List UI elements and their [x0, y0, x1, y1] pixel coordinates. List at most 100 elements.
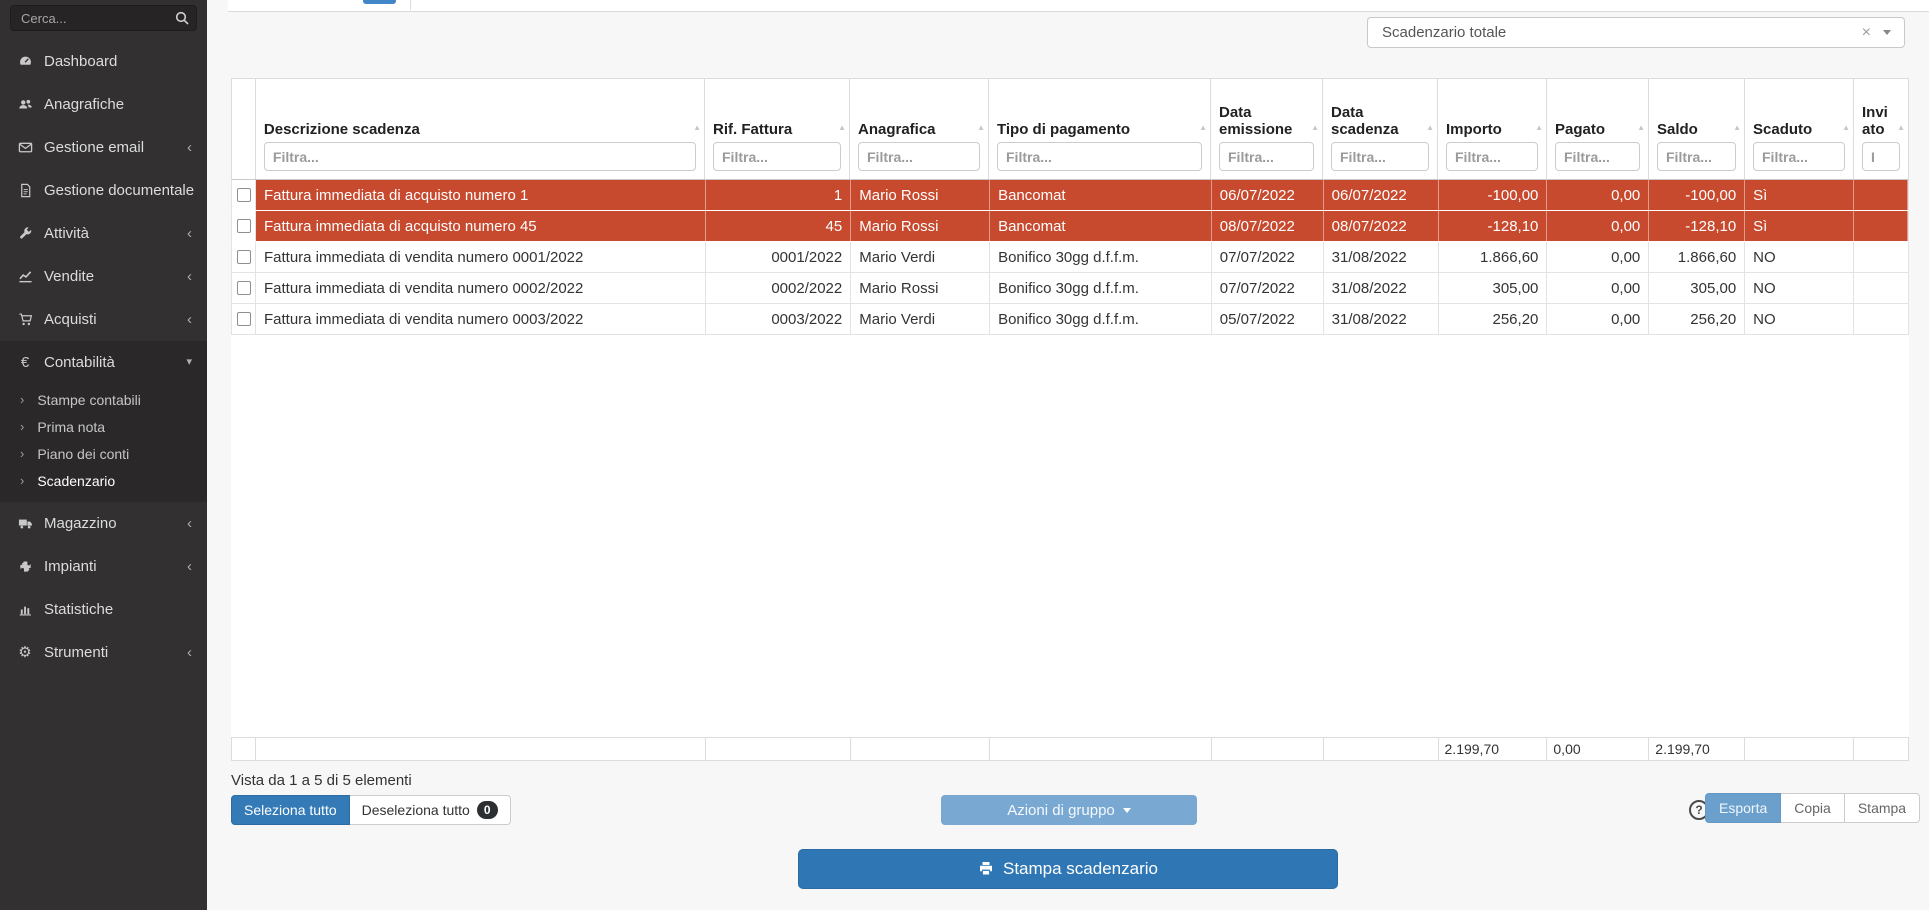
truck-icon	[15, 516, 35, 532]
filter-input-scaduto[interactable]	[1753, 142, 1845, 171]
filter-input-data-emissione[interactable]	[1219, 142, 1314, 171]
cell-descrizione-scadenza: Fattura immediata di vendita numero 0001…	[256, 242, 707, 272]
print-scadenzario-button[interactable]: Stampa scadenzario	[798, 849, 1338, 889]
column-header-data-emissione[interactable]: Data emissione ▲	[1211, 79, 1323, 179]
sidebar-item-label: Gestione email	[44, 139, 145, 156]
active-tab-indicator[interactable]	[363, 0, 396, 4]
cell-scaduto: NO	[1745, 304, 1855, 334]
column-header-tipo-di-pagamento[interactable]: Tipo di pagamento ▲	[989, 79, 1211, 179]
deselect-all-button[interactable]: Deseleziona tutto 0	[349, 795, 511, 825]
sort-icon[interactable]: ▲	[838, 123, 846, 132]
sidebar-item-acquisti[interactable]: Acquisti ‹	[0, 298, 207, 341]
table-row[interactable]: Fattura immediata di acquisto numero 45 4…	[231, 211, 1909, 242]
filter-input-anagrafica[interactable]	[858, 142, 980, 171]
cell-rif-fattura: 0003/2022	[706, 304, 852, 334]
sidebar-item-dashboard[interactable]: Dashboard	[0, 40, 207, 83]
users-icon	[15, 97, 35, 113]
cell-pagato: 0,00	[1547, 304, 1650, 334]
sidebar-item-magazzino[interactable]: Magazzino ‹	[0, 502, 207, 545]
sort-icon[interactable]: ▲	[977, 123, 985, 132]
sidebar-item-gestione-documentale[interactable]: Gestione documentale	[0, 169, 207, 212]
column-header-importo[interactable]: Importo ▲	[1438, 79, 1547, 179]
sort-icon[interactable]: ▲	[1535, 123, 1543, 132]
group-actions-button[interactable]: Azioni di gruppo	[941, 795, 1197, 825]
table-totals-row: 2.199,70 0,00 2.199,70	[231, 737, 1909, 761]
deselect-count-badge: 0	[476, 801, 498, 819]
row-checkbox[interactable]	[236, 188, 251, 202]
sidebar-item-statistiche[interactable]: Statistiche	[0, 588, 207, 631]
table-row[interactable]: Fattura immediata di vendita numero 0003…	[231, 304, 1909, 335]
sort-icon[interactable]: ▲	[693, 123, 701, 132]
selection-buttons: Seleziona tutto Deseleziona tutto 0	[231, 795, 511, 825]
row-checkbox[interactable]	[236, 250, 251, 264]
column-header-descrizione-scadenza[interactable]: Descrizione scadenza ▲	[256, 79, 705, 179]
copy-button[interactable]: Copia	[1781, 793, 1845, 823]
table-row[interactable]: Fattura immediata di vendita numero 0002…	[231, 273, 1909, 304]
column-header-rif-fattura[interactable]: Rif. Fattura ▲	[705, 79, 850, 179]
scadenzario-scope-select[interactable]: Scadenzario totale ×	[1367, 17, 1905, 48]
filter-input-saldo[interactable]	[1657, 142, 1736, 171]
search-input[interactable]	[10, 5, 197, 31]
row-checkbox[interactable]	[236, 281, 251, 295]
column-header-saldo[interactable]: Saldo ▲	[1649, 79, 1745, 179]
row-checkbox[interactable]	[236, 312, 251, 326]
cell-rif-fattura: 0001/2022	[706, 242, 852, 272]
totals-cell-pagato: 0,00	[1547, 738, 1650, 760]
sidebar-search	[10, 5, 197, 31]
filter-input-pagato[interactable]	[1555, 142, 1640, 171]
select-all-button[interactable]: Seleziona tutto	[231, 795, 350, 825]
sort-icon[interactable]: ▲	[1637, 123, 1645, 132]
column-header-inviato[interactable]: Inviato ▲	[1854, 79, 1908, 179]
cell-data-scadenza: 31/08/2022	[1324, 273, 1439, 303]
filter-input-inviato[interactable]	[1862, 142, 1900, 171]
dropdown-caret-icon[interactable]	[1883, 30, 1891, 35]
print-button[interactable]: Stampa	[1844, 793, 1921, 823]
sidebar-item-strumenti[interactable]: ⚙ Strumenti ‹	[0, 631, 207, 674]
sidebar-item-label: Attività	[44, 225, 90, 242]
sort-icon[interactable]: ▲	[1311, 123, 1319, 132]
column-header-anagrafica[interactable]: Anagrafica ▲	[850, 79, 989, 179]
filter-input-data-scadenza[interactable]	[1331, 142, 1429, 171]
sidebar-subitem-stampe-contabili[interactable]: › Stampe contabili	[0, 386, 207, 413]
column-header-scaduto[interactable]: Scaduto ▲	[1745, 79, 1854, 179]
cell-data-emissione: 07/07/2022	[1212, 242, 1324, 272]
sidebar-item-contabilit[interactable]: € Contabilità ▾	[0, 341, 207, 384]
cell-data-scadenza: 06/07/2022	[1324, 180, 1439, 210]
sidebar-subitem-prima-nota[interactable]: › Prima nota	[0, 413, 207, 440]
chevron-right-icon: ›	[20, 392, 25, 407]
sort-icon[interactable]: ▲	[1426, 123, 1434, 132]
cell-data-scadenza: 08/07/2022	[1324, 211, 1439, 241]
cell-tipo-di-pagamento: Bonifico 30gg d.f.f.m.	[990, 304, 1212, 334]
column-header-pagato[interactable]: Pagato ▲	[1547, 79, 1649, 179]
row-checkbox[interactable]	[236, 219, 251, 233]
sidebar-item-attivit[interactable]: Attività ‹	[0, 212, 207, 255]
sort-icon[interactable]: ▲	[1842, 123, 1850, 132]
filter-input-tipo-di-pagamento[interactable]	[997, 142, 1202, 171]
cell-inviato	[1854, 242, 1908, 272]
sort-icon[interactable]: ▲	[1897, 123, 1905, 132]
filter-input-importo[interactable]	[1446, 142, 1538, 171]
cell-scaduto: NO	[1745, 242, 1855, 272]
sidebar-item-anagrafiche[interactable]: Anagrafiche	[0, 83, 207, 126]
sort-icon[interactable]: ▲	[1733, 123, 1741, 132]
search-icon[interactable]	[174, 10, 190, 26]
clear-icon[interactable]: ×	[1861, 23, 1871, 41]
sidebar-submenu-contabilit: › Stampe contabili › Prima nota › Piano dei c…	[0, 384, 207, 502]
export-button[interactable]: Esporta	[1705, 793, 1782, 823]
filter-input-descrizione-scadenza[interactable]	[263, 142, 696, 171]
sidebar-subitem-scadenzario[interactable]: › Scadenzario	[0, 467, 207, 494]
column-header-data-scadenza[interactable]: Data scadenza ▲	[1323, 79, 1438, 179]
row-checkbox-cell	[232, 211, 256, 241]
sidebar-item-vendite[interactable]: Vendite ‹	[0, 255, 207, 298]
sidebar-subitem-piano-dei-conti[interactable]: › Piano dei conti	[0, 440, 207, 467]
table-row[interactable]: Fattura immediata di vendita numero 0001…	[231, 242, 1909, 273]
sidebar-item-gestione-email[interactable]: Gestione email ‹	[0, 126, 207, 169]
sidebar-item-impianti[interactable]: Impianti ‹	[0, 545, 207, 588]
cell-saldo: 305,00	[1649, 273, 1746, 303]
filter-input-rif-fattura[interactable]	[713, 142, 841, 171]
sort-icon[interactable]: ▲	[1199, 123, 1207, 132]
